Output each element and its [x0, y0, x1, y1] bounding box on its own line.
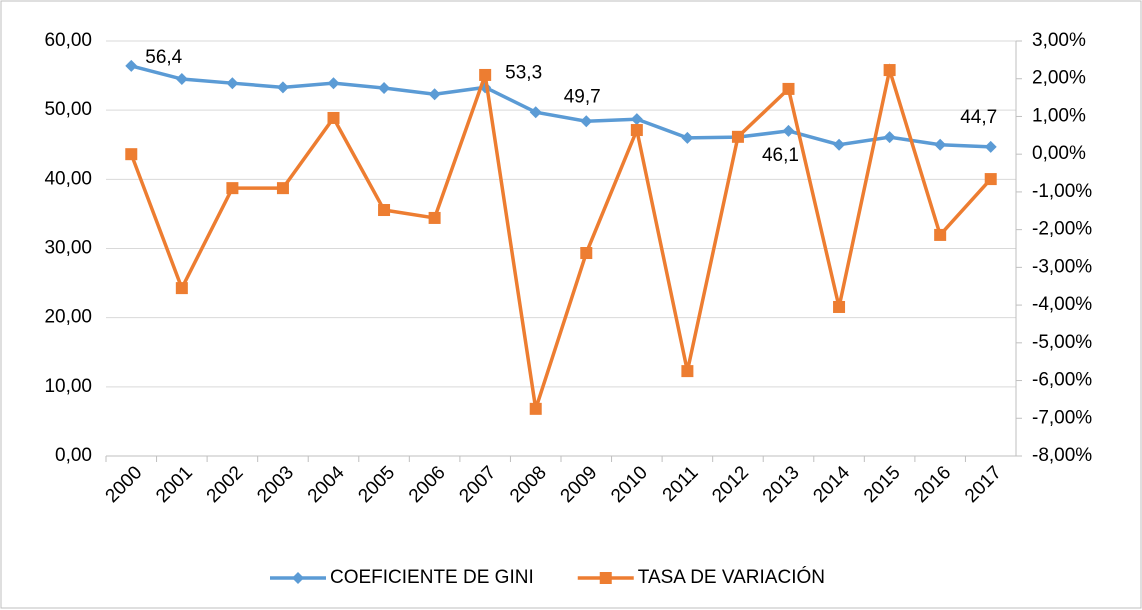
- y-tick-label: 40,00: [44, 168, 92, 189]
- point: [125, 148, 138, 161]
- point: [580, 115, 593, 128]
- point: [378, 82, 391, 95]
- point: [327, 111, 340, 124]
- point: [984, 173, 997, 186]
- legend-label: COEFICIENTE DE GINI: [330, 567, 534, 588]
- y-tick-label: 20,00: [44, 307, 92, 328]
- point: [428, 211, 441, 224]
- y2-tick-label: -4,00%: [1032, 294, 1092, 315]
- point: [833, 138, 846, 151]
- point: [226, 182, 239, 195]
- point: [782, 82, 795, 95]
- point: [327, 77, 340, 90]
- point: [529, 106, 542, 119]
- series-line: [130, 64, 991, 149]
- y-tick-label: 0,00: [55, 445, 92, 466]
- y2-tick-label: 1,00%: [1032, 105, 1086, 126]
- y2-tick-label: 3,00%: [1032, 30, 1086, 51]
- data-label: 46,1: [762, 145, 799, 166]
- point: [175, 73, 188, 86]
- y2-tick-label: 2,00%: [1032, 68, 1086, 89]
- y2-tick-label: -1,00%: [1032, 181, 1092, 202]
- y2-tick-label: -3,00%: [1032, 256, 1092, 277]
- point: [630, 113, 643, 126]
- point: [276, 81, 289, 94]
- point: [378, 204, 391, 217]
- legend-label: TASA DE VARIACIÓN: [638, 566, 825, 588]
- point: [630, 124, 643, 137]
- point: [681, 365, 694, 378]
- data-label: 53,3: [505, 62, 542, 83]
- point: [125, 59, 138, 72]
- y2-tick-label: -2,00%: [1032, 219, 1092, 240]
- data-label: 56,4: [145, 47, 182, 68]
- point: [934, 138, 947, 151]
- legend-marker: [292, 572, 304, 584]
- series-line: [129, 63, 993, 410]
- point: [175, 282, 188, 295]
- point: [782, 124, 795, 137]
- point: [934, 228, 947, 241]
- point: [580, 247, 593, 260]
- point: [276, 182, 289, 195]
- data-label: 44,7: [960, 107, 997, 128]
- y-tick-label: 60,00: [44, 30, 92, 51]
- y2-tick-label: -5,00%: [1032, 332, 1092, 353]
- legend-marker: [599, 572, 612, 584]
- point: [833, 300, 846, 313]
- y2-tick-label: 0,00%: [1032, 143, 1086, 164]
- y2-tick-label: -8,00%: [1032, 445, 1092, 466]
- point: [428, 88, 441, 101]
- y2-tick-label: -7,00%: [1032, 407, 1092, 428]
- y2-tick-label: -6,00%: [1032, 370, 1092, 391]
- y-tick-label: 30,00: [44, 238, 92, 259]
- data-label: 49,7: [564, 86, 601, 107]
- y-tick-label: 10,00: [44, 376, 92, 397]
- point: [226, 77, 239, 90]
- point: [479, 68, 492, 81]
- point: [883, 64, 896, 77]
- point: [681, 131, 694, 144]
- point: [731, 130, 744, 143]
- point: [529, 402, 542, 415]
- point: [984, 140, 997, 153]
- point: [883, 131, 896, 144]
- y-tick-label: 50,00: [44, 99, 92, 120]
